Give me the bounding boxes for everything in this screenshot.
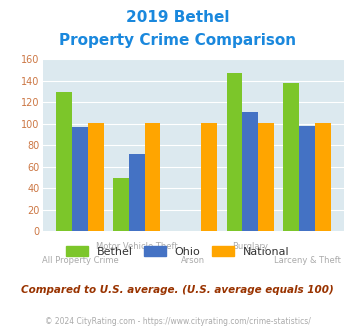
Bar bbox=[56, 91, 72, 231]
Bar bbox=[242, 112, 258, 231]
Text: Arson: Arson bbox=[181, 256, 206, 265]
Bar bbox=[88, 123, 104, 231]
Bar bbox=[144, 123, 160, 231]
Text: © 2024 CityRating.com - https://www.cityrating.com/crime-statistics/: © 2024 CityRating.com - https://www.city… bbox=[45, 317, 310, 326]
Text: Burglary: Burglary bbox=[232, 242, 268, 251]
Text: Motor Vehicle Theft: Motor Vehicle Theft bbox=[96, 242, 178, 251]
Bar bbox=[226, 73, 242, 231]
Text: Property Crime Comparison: Property Crime Comparison bbox=[59, 33, 296, 48]
Bar bbox=[113, 179, 129, 231]
Bar bbox=[129, 154, 144, 231]
Bar bbox=[299, 126, 315, 231]
Bar bbox=[283, 83, 299, 231]
Legend: Bethel, Ohio, National: Bethel, Ohio, National bbox=[61, 242, 294, 261]
Text: Larceny & Theft: Larceny & Theft bbox=[274, 256, 340, 265]
Bar bbox=[315, 123, 331, 231]
Bar bbox=[258, 123, 274, 231]
Bar bbox=[201, 123, 217, 231]
Text: Compared to U.S. average. (U.S. average equals 100): Compared to U.S. average. (U.S. average … bbox=[21, 285, 334, 295]
Text: 2019 Bethel: 2019 Bethel bbox=[126, 10, 229, 25]
Text: All Property Crime: All Property Crime bbox=[42, 256, 118, 265]
Bar bbox=[72, 127, 88, 231]
